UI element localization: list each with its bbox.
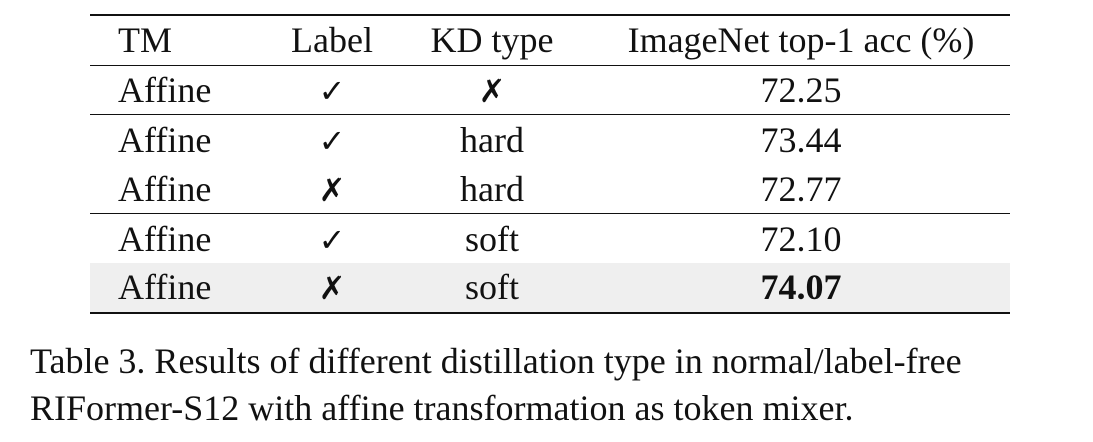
table-header: TM Label KD type ImageNet top-1 acc (%)	[90, 15, 1010, 65]
table-row: Affine ✓ ✗ 72.25	[90, 65, 1010, 115]
table-row: Affine ✗ hard 72.77	[90, 164, 1010, 214]
check-icon: ✓	[318, 121, 346, 160]
table-row: Affine ✓ hard 73.44	[90, 115, 1010, 165]
cross-icon: ✗	[478, 71, 506, 110]
cell-kd-type: soft	[465, 218, 519, 259]
cell-accuracy: 73.44	[760, 119, 842, 160]
table-row-best: Affine ✗ soft 74.07	[90, 263, 1010, 313]
cell-accuracy: 72.25	[760, 69, 842, 110]
table-caption: Table 3. Results of different distillati…	[30, 338, 1080, 432]
cross-icon: ✗	[318, 269, 346, 308]
header-row: TM Label KD type ImageNet top-1 acc (%)	[90, 15, 1010, 65]
results-table: TM Label KD type ImageNet top-1 acc (%) …	[90, 14, 1010, 314]
cell-tm: Affine	[118, 119, 212, 160]
header-accuracy: ImageNet top-1 acc (%)	[627, 20, 975, 61]
cell-tm: Affine	[90, 263, 272, 313]
cross-icon: ✗	[318, 170, 346, 209]
caption-line-1: Table 3. Results of different distillati…	[30, 341, 962, 381]
cell-tm: Affine	[118, 218, 212, 259]
check-icon: ✓	[318, 220, 346, 259]
table-row: Affine ✓ soft 72.10	[90, 214, 1010, 264]
cell-tm: Affine	[118, 168, 212, 209]
cell-accuracy: 72.10	[760, 218, 842, 259]
header-tm: TM	[118, 20, 172, 61]
table-body: Affine ✓ ✗ 72.25 Affine ✓ hard 73.44 Aff…	[90, 65, 1010, 313]
caption-line-2: RIFormer-S12 with affine transformation …	[30, 388, 854, 428]
results-table-container: TM Label KD type ImageNet top-1 acc (%) …	[90, 14, 1010, 314]
cell-tm: Affine	[118, 69, 212, 110]
cell-kd-type: soft	[392, 263, 592, 313]
cell-accuracy-best: 74.07	[592, 263, 1010, 313]
cell-kd-type: hard	[460, 168, 524, 209]
cell-accuracy: 72.77	[760, 168, 842, 209]
check-icon: ✓	[318, 71, 346, 110]
cell-kd-type: hard	[460, 119, 524, 160]
header-kd-type: KD type	[430, 20, 554, 61]
header-label: Label	[291, 20, 373, 61]
